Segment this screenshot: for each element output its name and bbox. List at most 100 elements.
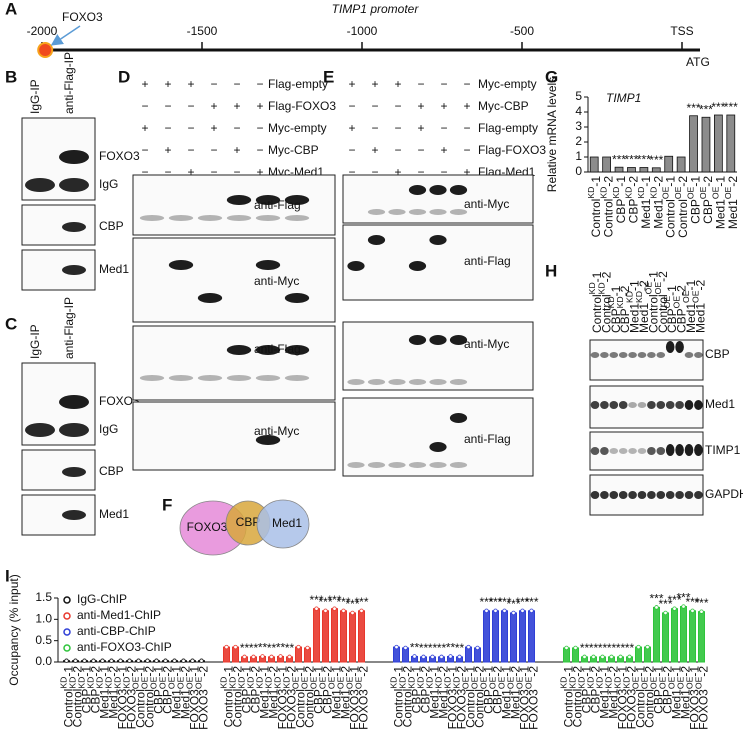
protein-label: Med1	[272, 516, 302, 530]
band	[255, 435, 281, 445]
x-tick-label: ControlOE-2	[140, 666, 157, 728]
bar-dot	[636, 644, 641, 650]
significance: **	[589, 641, 599, 655]
blot	[342, 397, 534, 477]
lane-label: CBPKD-2	[615, 285, 632, 333]
condition-sign: −	[394, 99, 401, 113]
band	[429, 442, 447, 452]
x-tick-label: Med1KD-2	[649, 176, 666, 229]
x-tick-label: ControlKD-1	[219, 666, 236, 728]
x-tick-label: ControlKD-1	[389, 666, 406, 728]
band	[600, 491, 609, 499]
bar-dot	[564, 645, 569, 651]
bar-dot	[502, 608, 507, 613]
bar-dot	[484, 608, 489, 613]
x-tick-label: Med1KD-1	[636, 176, 653, 229]
band	[449, 209, 468, 215]
x-tick-label: FOXO3KD-1	[113, 666, 130, 730]
band	[637, 352, 647, 358]
significance: ***	[637, 153, 651, 167]
significance: ***	[699, 102, 713, 116]
bar-dot	[600, 654, 605, 660]
x-tick-label: Med1KD-2	[434, 666, 451, 719]
band	[609, 448, 619, 454]
bar-dot	[618, 654, 623, 660]
band	[367, 209, 386, 215]
significance: **	[625, 641, 635, 655]
bar-dot	[296, 644, 301, 650]
x-tick-label: FOXO3KD-1	[273, 666, 290, 730]
band	[656, 401, 666, 409]
x-tick-label: ControlKD-1	[59, 666, 76, 728]
blot-row-label: Med1	[99, 507, 129, 521]
x-tick-label: ControlKD-2	[398, 666, 415, 728]
band	[59, 178, 89, 192]
condition-sign: +	[210, 121, 217, 135]
blot-label: anti-Flag	[464, 254, 511, 268]
band	[684, 352, 694, 358]
band	[284, 345, 310, 355]
x-tick-label: Med1KD-2	[264, 666, 281, 719]
band	[255, 215, 281, 221]
band	[367, 235, 386, 245]
condition-sign: +	[256, 165, 263, 179]
blot-row-label: GAPDH	[705, 487, 743, 501]
bar-dot	[314, 606, 319, 611]
blot-row-label: CBP	[705, 347, 730, 361]
significance: **	[410, 641, 420, 655]
x-tick-label: CBPOE-1	[149, 666, 166, 714]
band	[226, 345, 252, 355]
promoter-tick-label: -500	[510, 24, 534, 38]
band	[347, 261, 365, 271]
x-tick-label: FOXO3KD-2	[122, 666, 139, 730]
bar	[589, 156, 599, 173]
lane-label: CBPOE-2	[672, 285, 689, 333]
bar-dot	[181, 658, 186, 663]
bar-dot	[394, 644, 399, 650]
blot-row-label: TIMP1	[705, 443, 741, 457]
condition-sign: −	[256, 77, 263, 91]
bar	[528, 610, 535, 663]
lane-label: CBPOE-1	[662, 285, 679, 333]
y-axis-title: Occupancy (% input)	[7, 574, 21, 685]
panel-label: D	[118, 67, 130, 86]
x-tick-label: CBPOE-2	[158, 666, 175, 714]
band	[408, 379, 427, 385]
band	[408, 261, 427, 271]
site-label: FOXO3	[62, 10, 103, 24]
x-tick-label: Med1OE-2	[176, 666, 193, 719]
bar-dot	[305, 645, 310, 651]
condition-sign: −	[233, 165, 240, 179]
foxo3-site	[37, 42, 54, 58]
condition-sign: −	[348, 99, 355, 113]
bar	[680, 606, 687, 663]
band	[694, 444, 703, 456]
significance: ***	[649, 153, 663, 167]
panel-label: I	[5, 566, 10, 585]
bar-dot	[421, 654, 426, 660]
band	[197, 293, 223, 303]
bar	[689, 115, 698, 173]
band	[284, 215, 310, 221]
band	[628, 448, 637, 454]
band	[449, 413, 468, 423]
condition-label: Flag-empty	[268, 77, 328, 91]
bar	[635, 646, 642, 663]
significance: ***	[345, 597, 359, 611]
band	[62, 510, 86, 520]
bar	[519, 610, 526, 663]
significance: ***	[318, 595, 332, 609]
condition-sign: −	[417, 165, 424, 179]
significance: **	[240, 641, 250, 655]
lane-label: anti-Flag-IP	[62, 52, 76, 114]
significance: **	[446, 641, 456, 655]
condition-sign: +	[187, 165, 194, 179]
band	[618, 448, 628, 454]
band	[656, 352, 666, 358]
band	[139, 215, 165, 221]
bar	[698, 611, 705, 663]
blot	[342, 321, 534, 391]
blot	[132, 325, 336, 401]
chart-title: TIMP1	[606, 91, 641, 105]
site-arrow	[50, 25, 81, 46]
